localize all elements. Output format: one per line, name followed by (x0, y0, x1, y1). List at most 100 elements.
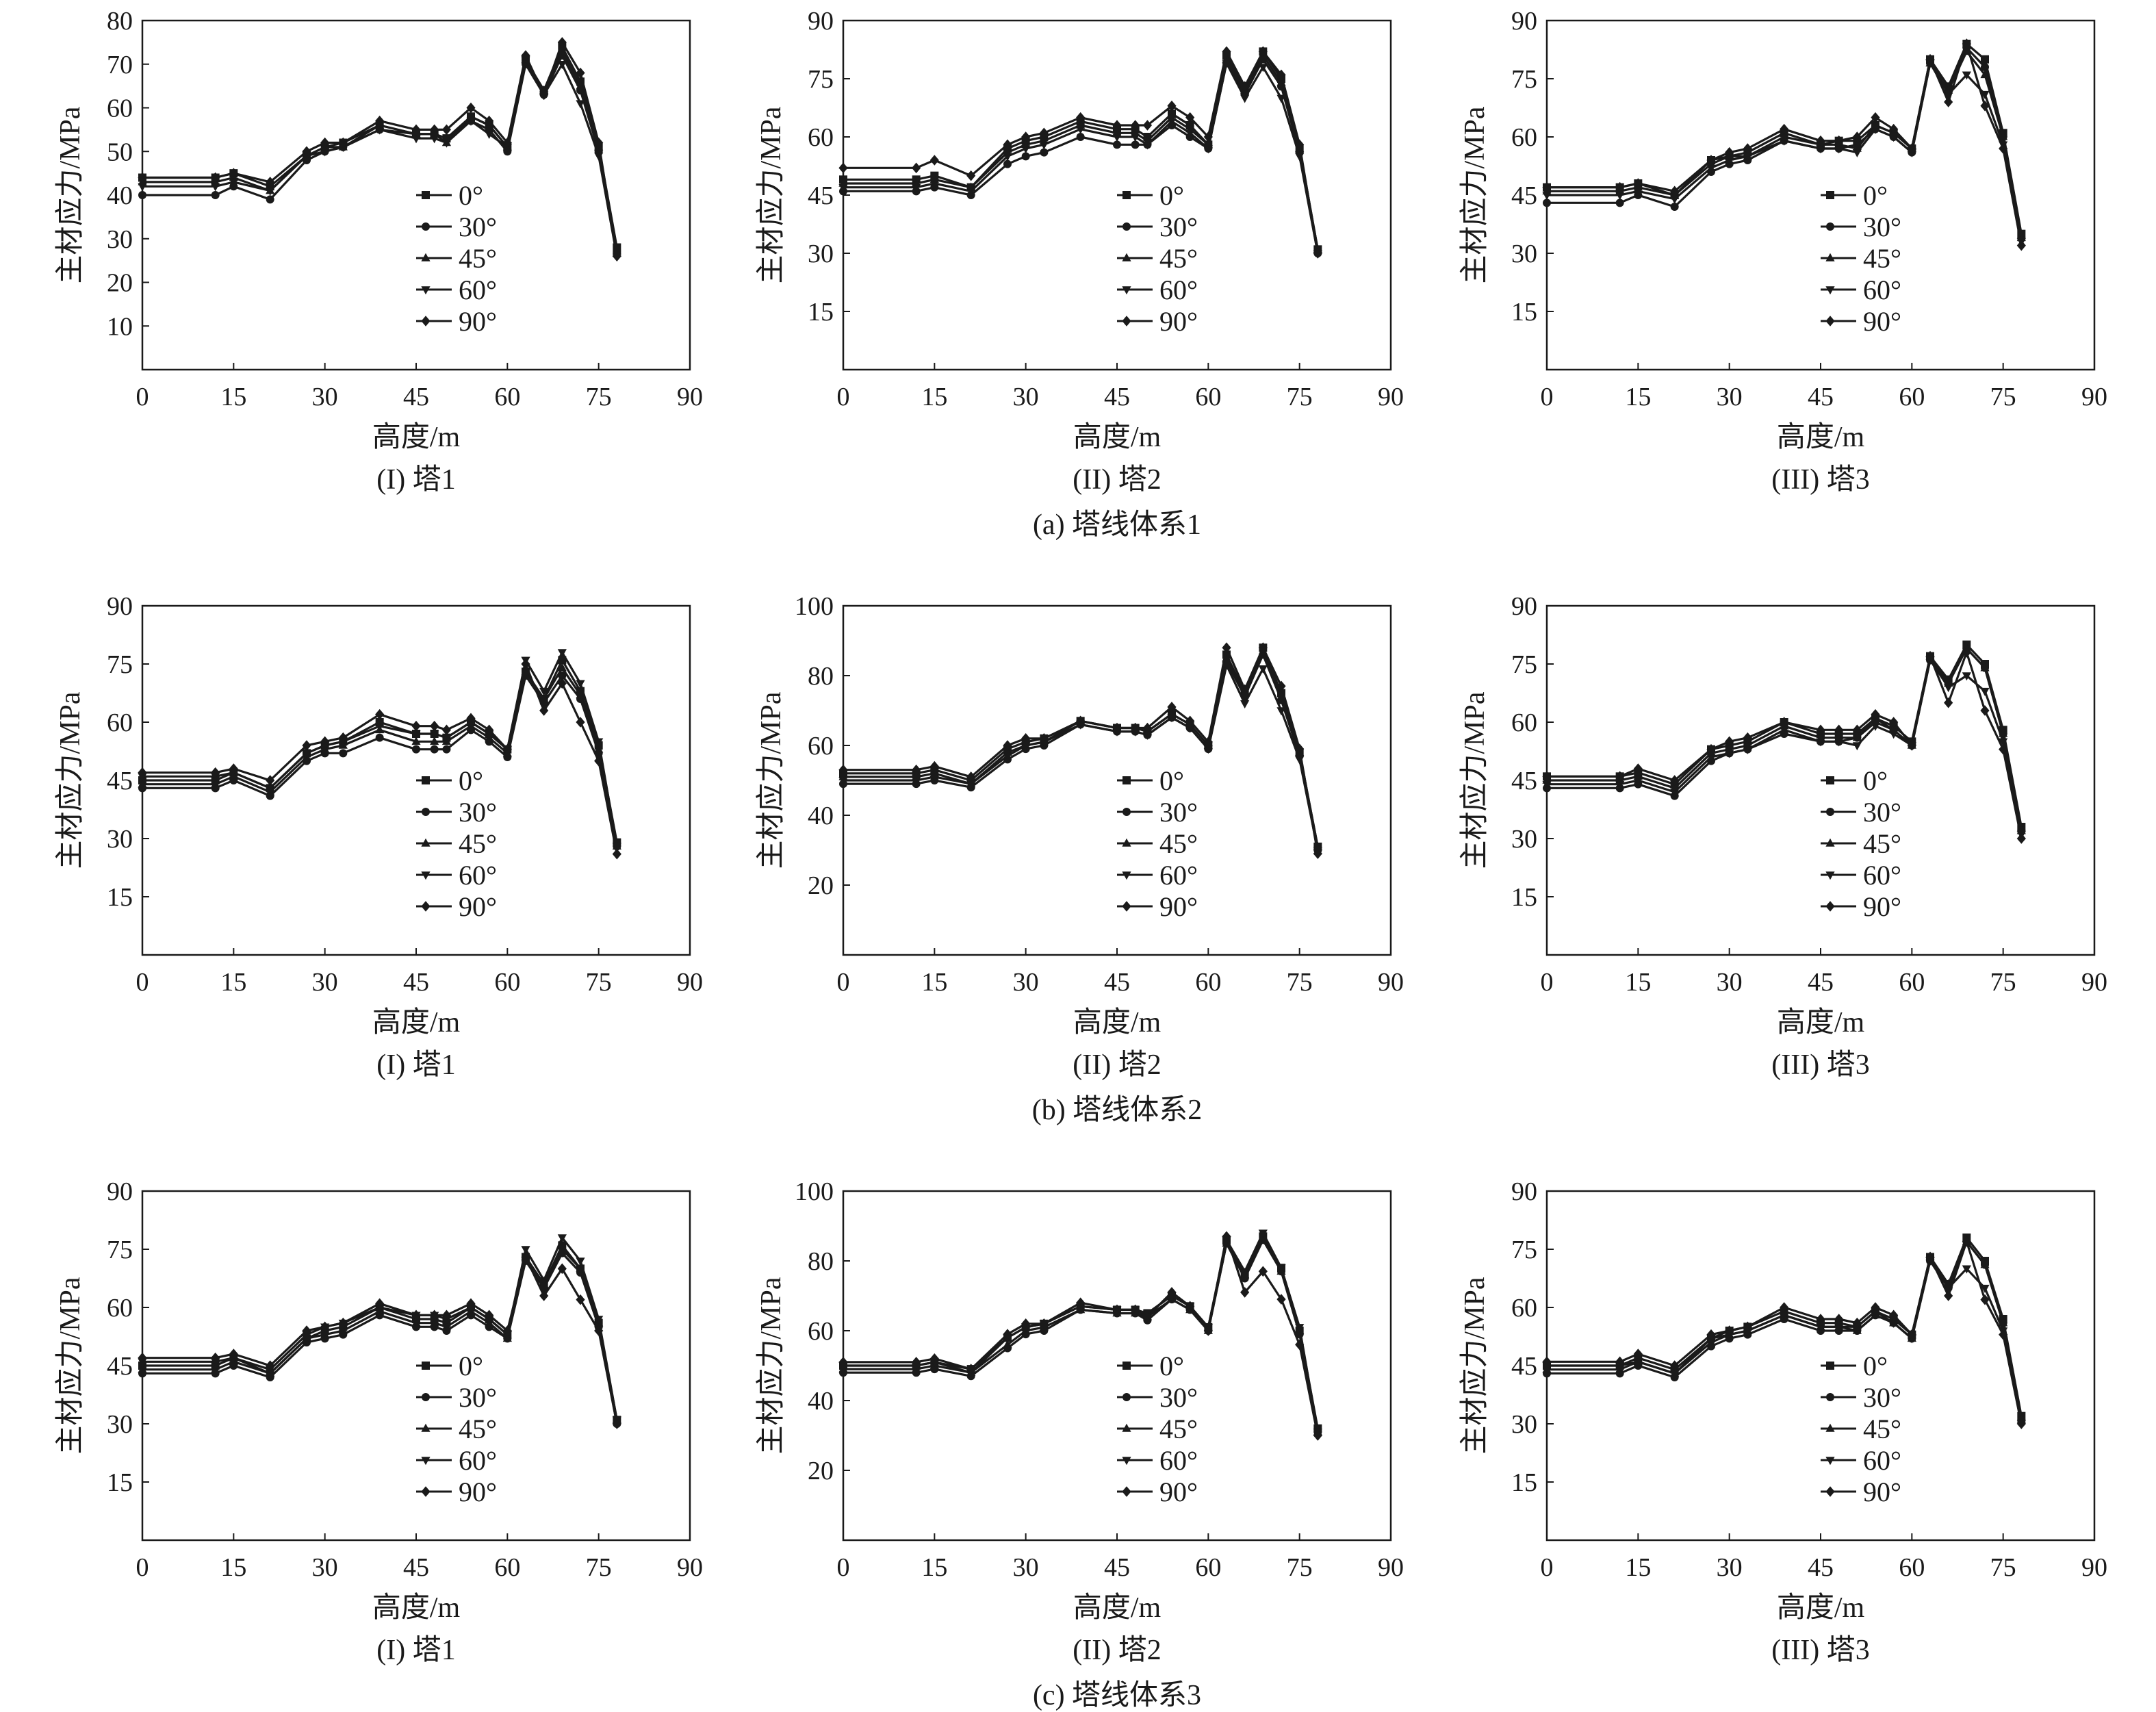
legend-label: 30° (1863, 212, 1901, 242)
data-point (1076, 133, 1085, 141)
data-point (1112, 120, 1122, 131)
y-tick-label: 60 (1511, 1294, 1537, 1323)
legend-marker (421, 871, 431, 880)
data-point (1276, 94, 1286, 103)
data-point (1743, 745, 1752, 754)
data-point (1633, 777, 1643, 786)
series-line (843, 650, 1319, 847)
data-point (411, 730, 421, 739)
x-tick-label: 15 (921, 383, 947, 411)
y-tick-label: 45 (1511, 767, 1537, 795)
data-point (1185, 724, 1195, 733)
data-point (430, 1309, 439, 1321)
data-point (138, 191, 146, 199)
data-point (1131, 133, 1140, 142)
data-point (1258, 642, 1268, 653)
data-point (485, 1309, 494, 1321)
x-tick-label: 60 (494, 1553, 520, 1582)
legend-marker (422, 776, 430, 784)
data-point (2016, 833, 2026, 844)
data-point (375, 708, 385, 720)
series-line (142, 58, 618, 257)
data-point (1925, 1251, 1935, 1263)
data-point (430, 737, 439, 745)
series-line (142, 674, 618, 847)
x-axis-label: 高度/m (1073, 1007, 1162, 1038)
legend-marker (1825, 1457, 1835, 1466)
data-point (266, 187, 275, 196)
legend-marker (1826, 1393, 1834, 1401)
data-point (138, 1352, 147, 1364)
y-tick-label: 45 (808, 181, 834, 210)
data-point (929, 180, 939, 189)
series-line (1547, 1260, 2023, 1424)
data-point (266, 177, 275, 188)
x-tick-label: 60 (494, 383, 520, 411)
legend-marker (1122, 1423, 1131, 1432)
data-point (441, 734, 452, 743)
y-tick-label: 45 (107, 767, 133, 795)
data-point (1615, 199, 1624, 207)
data-point (1131, 1304, 1140, 1316)
data-point (557, 649, 567, 658)
series-line (142, 1236, 618, 1420)
data-point (466, 713, 476, 724)
y-tick-label: 20 (107, 269, 133, 298)
data-point (1003, 153, 1012, 162)
data-point (557, 1234, 567, 1243)
data-point (576, 81, 585, 90)
y-tick-label: 15 (1511, 883, 1537, 912)
x-tick-label: 60 (1195, 383, 1221, 411)
data-point (485, 115, 494, 127)
y-tick-label: 15 (107, 883, 133, 912)
data-point (1980, 663, 1990, 672)
y-tick-label: 90 (1511, 1177, 1537, 1206)
data-point (1113, 140, 1121, 149)
data-point (375, 733, 384, 742)
panel-caption: (I) 塔1 (376, 1635, 455, 1666)
legend-marker (1122, 1362, 1131, 1370)
data-point (1039, 141, 1049, 150)
series-line (142, 1255, 618, 1424)
data-point (1167, 100, 1177, 112)
y-tick-label: 50 (107, 138, 133, 166)
legend-marker (1122, 901, 1131, 912)
legend-marker (1826, 808, 1834, 816)
data-point (1142, 1311, 1153, 1323)
data-point (929, 155, 939, 166)
legend-label: 0° (1863, 1351, 1888, 1381)
data-point (1670, 775, 1680, 786)
data-point (1076, 125, 1086, 134)
data-point (211, 1364, 220, 1373)
data-point (1021, 145, 1031, 154)
y-axis-label: 主材应力/MPa (1459, 691, 1491, 869)
series-line (843, 62, 1319, 254)
series-line (843, 1235, 1319, 1436)
data-point (430, 1318, 439, 1327)
data-point (612, 1418, 621, 1429)
data-point (211, 779, 220, 788)
data-point (1889, 730, 1899, 739)
data-point (1999, 738, 2008, 747)
data-point (1980, 1284, 1990, 1293)
y-tick-label: 40 (107, 181, 133, 210)
x-tick-label: 45 (1808, 1553, 1834, 1582)
legend-label: 60° (1159, 1445, 1198, 1476)
data-point (1076, 1297, 1086, 1308)
y-tick-label: 20 (808, 1457, 834, 1485)
row-caption: (c) 塔线体系3 (1033, 1680, 1201, 1711)
data-point (1962, 647, 1971, 658)
data-point (1039, 127, 1049, 139)
data-point (1615, 192, 1625, 201)
x-tick-label: 0 (837, 383, 850, 411)
x-tick-label: 30 (1013, 383, 1039, 411)
legend-label: 0° (459, 1351, 483, 1381)
legend-label: 30° (1863, 797, 1901, 828)
legend-label: 30° (1159, 797, 1198, 828)
chart-panel: 0 15 30 45 60 75 90 15 30 45 60 75 90 高度/m 主材应力/MPa (I)… (54, 592, 703, 1081)
legend-marker (1122, 1393, 1131, 1401)
legend-marker (1825, 253, 1835, 261)
data-point (1615, 771, 1625, 782)
data-point (138, 183, 147, 192)
data-point (838, 162, 848, 174)
